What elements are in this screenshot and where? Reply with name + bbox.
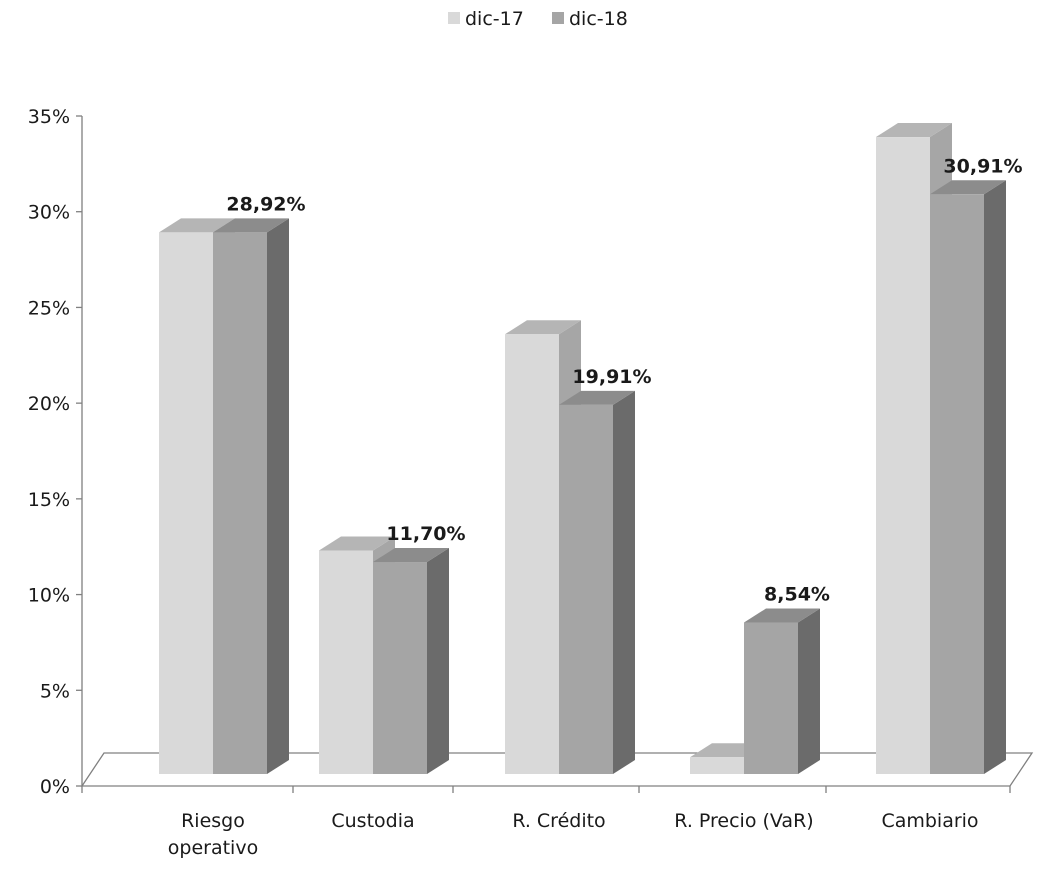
- bar-front-face: [690, 757, 744, 774]
- legend-label-dic-18: dic-18: [569, 8, 628, 30]
- x-tick-label-riesgo-operativo: Riesgo operativo: [168, 810, 258, 859]
- x-tick-label-line: Custodia: [331, 810, 414, 832]
- data-label-dic-18-r-cr-dito: 19,91%: [572, 366, 651, 388]
- x-axis: Riesgo operativo Custodia R. Crédito R. Prec…: [81, 786, 1011, 859]
- bar-front-face: [159, 232, 213, 775]
- y-tick-label: 0%: [40, 776, 70, 798]
- floor-outline: [80, 752, 1034, 787]
- x-tick-label-line: Riesgo: [181, 810, 245, 832]
- data-label-dic-18-riesgo-operativo: 28,92%: [226, 193, 305, 215]
- y-tick-label: 20%: [28, 393, 70, 415]
- x-tick-label-line: operativo: [168, 837, 258, 859]
- legend-swatch-dic-17: [448, 12, 460, 24]
- bar-dic-18-riesgo-operativo: [213, 218, 289, 775]
- legend-label-dic-17: dic-17: [465, 8, 524, 30]
- bar-dic-18-r-cr-dito: [559, 390, 635, 774]
- legend: dic-17 dic-18: [448, 8, 628, 30]
- x-tick-label-r-precio-var: R. Precio (VaR): [674, 810, 813, 832]
- bar-top-face: [213, 218, 289, 233]
- x-tick-label-r-cr-dito: R. Crédito: [512, 810, 605, 832]
- x-tick-label-line: Cambiario: [881, 810, 978, 832]
- legend-swatch-dic-18: [552, 12, 564, 24]
- y-tick-label: 10%: [28, 585, 70, 607]
- y-tick-label: 5%: [40, 680, 70, 702]
- bar-side-face: [267, 218, 289, 775]
- x-tick-label-line: R. Precio (VaR): [674, 810, 813, 832]
- bar-side-face: [798, 608, 820, 774]
- y-axis: 0% 5% 10% 15% 20% 25% 30% 35%: [28, 106, 83, 798]
- bar-front-face: [559, 404, 613, 774]
- x-tick-label-cambiario: Cambiario: [881, 810, 978, 832]
- bar-dic-18-custodia: [373, 548, 449, 774]
- bar-top-face: [319, 536, 395, 551]
- bar-top-face: [930, 180, 1006, 195]
- y-tick-label: 25%: [28, 297, 70, 319]
- bar-side-face: [984, 180, 1006, 774]
- bars: [159, 123, 1006, 775]
- bar-top-face: [876, 123, 952, 138]
- y-tick-label: 35%: [28, 106, 70, 128]
- bar-front-face: [319, 550, 373, 774]
- chart-floor: [80, 752, 1034, 787]
- bar-side-face: [427, 548, 449, 774]
- x-tick-label-custodia: Custodia: [331, 810, 414, 832]
- bar-front-face: [373, 562, 427, 774]
- data-labels: 28,92% 11,70% 19,91% 8,54% 30,91%: [226, 155, 1022, 605]
- bar-top-face: [559, 390, 635, 405]
- bar-front-face: [930, 194, 984, 774]
- data-label-dic-18-r-precio-var: 8,54%: [764, 584, 830, 606]
- bar-top-face: [373, 548, 449, 563]
- y-tick-label: 30%: [28, 202, 70, 224]
- bar-top-face: [505, 320, 581, 335]
- data-label-dic-18-cambiario: 30,91%: [943, 155, 1022, 177]
- bar-top-face: [744, 608, 820, 623]
- y-tick-label: 15%: [28, 489, 70, 511]
- bar-dic-18-cambiario: [930, 180, 1006, 774]
- bar-front-face: [213, 232, 267, 775]
- bar-side-face: [613, 390, 635, 774]
- bar-front-face: [744, 622, 798, 774]
- bar-front-face: [876, 137, 930, 775]
- bar-top-face: [159, 218, 235, 233]
- x-tick-label-line: R. Crédito: [512, 810, 605, 832]
- bar-front-face: [505, 334, 559, 774]
- data-label-dic-18-custodia: 11,70%: [386, 523, 465, 545]
- bar-dic-18-r-precio-var: [744, 608, 820, 774]
